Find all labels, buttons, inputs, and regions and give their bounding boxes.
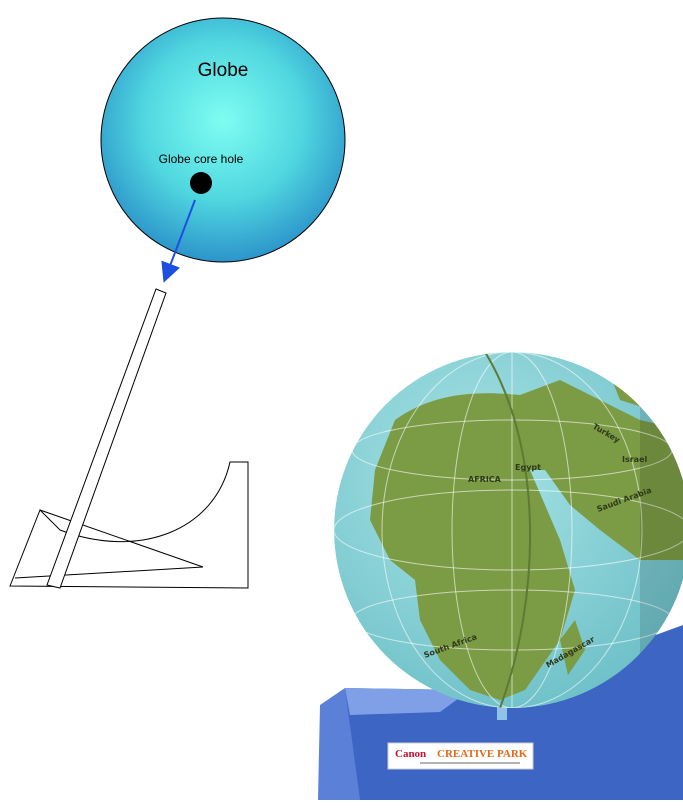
brand: Canon — [395, 748, 426, 760]
globe-label: Globe — [198, 60, 249, 81]
core-hole — [190, 172, 212, 194]
stand-drawing — [9, 288, 249, 589]
globe — [100, 17, 346, 263]
arrow — [161, 199, 196, 283]
photo-globe — [334, 352, 683, 708]
map-label: Egypt — [515, 463, 541, 472]
brand-sub: CREATIVE PARK — [437, 748, 528, 760]
core-hole-label: Globe core hole — [159, 152, 244, 166]
map-label: AFRICA — [468, 475, 502, 484]
map-label: Israel — [622, 455, 648, 464]
